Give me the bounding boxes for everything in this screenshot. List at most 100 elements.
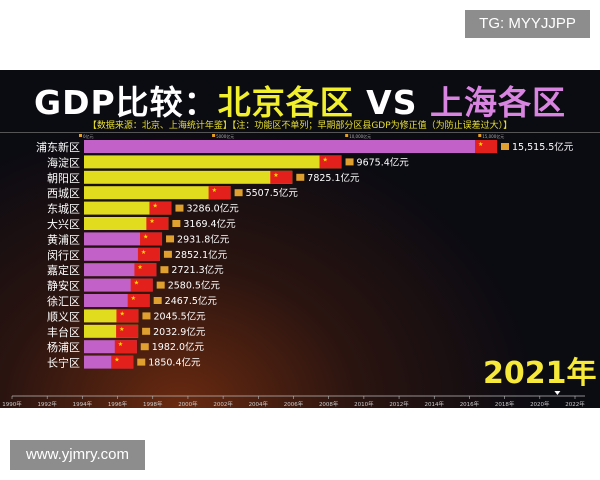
x-tick-label: 0亿元 [83, 133, 94, 139]
value-label: 3169.4亿元 [183, 218, 236, 230]
coin-icon [172, 220, 181, 227]
flag-icon [140, 232, 163, 246]
flag-icon [475, 140, 497, 153]
title-part: GDP比较： [34, 83, 218, 122]
chart-title: GDP比较：北京各区 VS 上海各区 [0, 76, 600, 124]
bar-shanghai [84, 140, 497, 153]
value-label: 3286.0亿元 [186, 203, 239, 215]
flag-star-icon: ★ [143, 233, 148, 240]
coin-icon [234, 189, 243, 197]
timeline-label: 2010年 [354, 400, 374, 408]
value-label: 2045.5亿元 [153, 310, 206, 322]
category-label: 黄浦区 [47, 232, 80, 246]
value-label: 2032.9亿元 [153, 326, 206, 338]
flag-star-icon: ★ [137, 264, 142, 271]
category-label: 浦东新区 [36, 140, 80, 154]
coin-icon [137, 358, 146, 366]
flag-icon [146, 217, 169, 230]
timeline-label: 2004年 [249, 400, 269, 408]
coin-icon [160, 266, 169, 274]
coin-icon [140, 343, 149, 351]
flag-star-icon: ★ [119, 326, 124, 333]
flag-star-icon: ★ [141, 249, 146, 256]
timeline-label: 2020年 [530, 400, 550, 408]
video-frame: GDP比较：北京各区 VS 上海各区 【数据来源：北京、上海统计年鉴】【注：功能… [0, 70, 600, 408]
timeline-label: 2002年 [213, 400, 233, 408]
value-label: 2721.3亿元 [171, 264, 224, 276]
x-tick-mark [478, 134, 482, 137]
category-label: 长宁区 [47, 356, 80, 370]
timeline-label: 2014年 [425, 400, 445, 408]
flag-star-icon: ★ [273, 172, 278, 179]
category-label: 西城区 [47, 187, 80, 200]
category-label: 嘉定区 [47, 263, 80, 277]
category-label: 朝阳区 [47, 172, 80, 185]
value-label: 1850.4亿元 [148, 357, 201, 369]
value-label: 2580.5亿元 [168, 280, 221, 292]
title-beijing: 北京各区 [217, 83, 354, 122]
flag-star-icon: ★ [118, 341, 123, 348]
x-tick-label: 5000亿元 [216, 133, 234, 139]
category-label: 闵行区 [47, 248, 80, 262]
flag-star-icon: ★ [114, 357, 119, 364]
timeline-label: 1994年 [73, 400, 93, 408]
category-label: 东城区 [47, 203, 80, 216]
value-label: 2931.8亿元 [177, 233, 230, 245]
category-label: 杨浦区 [47, 340, 80, 354]
category-label: 海淀区 [47, 155, 80, 169]
chart-subtitle: 【数据来源：北京、上海统计年鉴】【注：功能区不单列；早期部分区县GDP为修正值（… [87, 121, 513, 131]
title-shanghai: 上海各区 [429, 83, 566, 122]
bar-beijing [84, 186, 231, 200]
timeline-label: 2018年 [495, 400, 515, 408]
flag-icon [149, 201, 172, 215]
category-label: 顺义区 [47, 310, 80, 323]
coin-icon [296, 173, 305, 181]
divider [0, 132, 600, 133]
timeline-label: 2012年 [389, 400, 409, 408]
timeline-label: 1992年 [37, 400, 57, 408]
coin-icon [142, 327, 151, 335]
flag-icon [270, 170, 293, 184]
coin-icon [163, 250, 172, 258]
timeline-label: 1996年 [108, 400, 128, 408]
value-label: 2467.5亿元 [165, 295, 218, 307]
category-label: 静安区 [47, 279, 80, 293]
timeline-marker-icon [554, 391, 561, 395]
x-tick-mark [79, 134, 82, 137]
x-tick-mark [212, 134, 216, 137]
flag-icon [116, 309, 139, 323]
x-tick-mark [345, 134, 349, 137]
x-tick-label: 15,000亿元 [482, 133, 504, 139]
timeline-label: 1998年 [143, 400, 163, 408]
value-label: 7825.1亿元 [307, 172, 360, 184]
category-label: 丰台区 [47, 325, 80, 339]
timeline-label: 2016年 [460, 400, 480, 408]
value-label: 9675.4亿元 [357, 156, 410, 168]
flag-icon [130, 278, 153, 292]
timeline-label: 2022年 [565, 400, 585, 408]
coin-icon [156, 281, 165, 289]
x-tick-label: 10,000亿元 [349, 133, 371, 139]
year-label: 2021年 [483, 356, 597, 391]
flag-star-icon: ★ [152, 203, 157, 210]
bar-beijing [84, 170, 293, 184]
flag-icon [319, 155, 342, 169]
title-vs: VS [353, 83, 430, 122]
coin-icon [175, 204, 184, 212]
flag-icon [116, 324, 139, 338]
value-label: 2852.1亿元 [175, 249, 228, 261]
flag-star-icon: ★ [212, 187, 217, 194]
coin-icon [166, 235, 175, 243]
coin-icon [345, 158, 354, 166]
flag-icon [127, 294, 150, 307]
flag-icon [114, 340, 137, 354]
flag-icon [134, 263, 157, 277]
timeline-label: 1990年 [2, 400, 22, 408]
flag-star-icon: ★ [478, 141, 483, 148]
flag-icon [111, 355, 134, 369]
bar-beijing [84, 155, 342, 169]
flag-star-icon: ★ [134, 280, 139, 287]
value-label: 5507.5亿元 [246, 187, 299, 199]
coin-icon [501, 143, 509, 150]
